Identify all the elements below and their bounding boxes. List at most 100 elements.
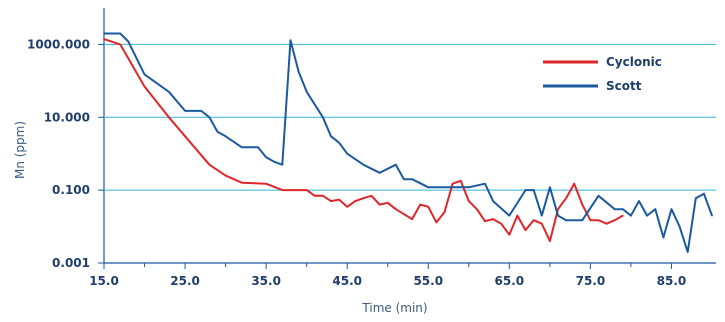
data-point bbox=[646, 214, 648, 217]
data-point bbox=[338, 198, 340, 201]
x-tick-label: 45.0 bbox=[332, 274, 362, 288]
data-point bbox=[362, 163, 365, 166]
data-point bbox=[168, 116, 170, 119]
data-point bbox=[492, 218, 494, 220]
data-point bbox=[273, 161, 276, 163]
data-point bbox=[622, 208, 624, 210]
data-point bbox=[330, 200, 332, 202]
data-point bbox=[524, 189, 527, 191]
x-tick-label: 25.0 bbox=[170, 274, 200, 288]
data-point bbox=[184, 110, 186, 112]
data-point bbox=[403, 178, 405, 180]
data-point bbox=[654, 208, 657, 210]
data-point bbox=[330, 135, 332, 138]
data-point bbox=[241, 181, 243, 184]
data-point bbox=[224, 135, 227, 138]
data-point bbox=[516, 214, 519, 217]
data-point bbox=[354, 200, 357, 202]
data-point bbox=[443, 211, 446, 213]
data-point bbox=[127, 40, 130, 43]
data-point bbox=[119, 43, 121, 46]
x-tick-label: 65.0 bbox=[495, 274, 525, 288]
data-point bbox=[143, 85, 146, 88]
data-point bbox=[508, 214, 511, 217]
data-point bbox=[468, 186, 470, 189]
data-point bbox=[549, 240, 551, 242]
data-point bbox=[589, 219, 592, 221]
data-point bbox=[386, 202, 389, 204]
data-point bbox=[484, 182, 486, 185]
data-point bbox=[524, 229, 527, 231]
data-point bbox=[532, 219, 535, 221]
data-point bbox=[419, 203, 422, 206]
data-point bbox=[395, 163, 397, 166]
data-point bbox=[208, 116, 211, 119]
y-tick-label: 0.001 bbox=[52, 256, 90, 270]
data-point bbox=[305, 189, 308, 191]
data-point bbox=[541, 214, 543, 217]
y-tick-label: 0.100 bbox=[52, 183, 90, 197]
y-tick-labels: 0.001 0.100 10.000 1000.000 bbox=[27, 37, 90, 270]
x-tick-label: 15.0 bbox=[89, 274, 119, 288]
x-tick-labels: 15.0 25.0 35.0 45.0 55.0 65.0 75.0 85.0 bbox=[89, 263, 686, 288]
series-scott bbox=[103, 32, 713, 253]
data-point bbox=[622, 214, 624, 217]
data-point bbox=[613, 219, 616, 221]
x-tick-label: 55.0 bbox=[413, 274, 443, 288]
data-point bbox=[451, 186, 454, 189]
data-point bbox=[557, 214, 559, 217]
data-point bbox=[168, 91, 170, 93]
data-point bbox=[184, 135, 186, 138]
data-point bbox=[427, 206, 430, 208]
data-point bbox=[103, 32, 105, 35]
data-point bbox=[289, 39, 292, 42]
data-point bbox=[378, 203, 381, 206]
x-tick-label: 35.0 bbox=[251, 274, 281, 288]
data-point bbox=[451, 182, 454, 185]
data-point bbox=[711, 214, 713, 217]
data-point bbox=[613, 208, 616, 210]
data-point bbox=[662, 236, 665, 239]
data-point bbox=[541, 222, 543, 225]
series-cyclonic bbox=[103, 38, 624, 243]
data-point bbox=[119, 32, 121, 35]
data-point bbox=[314, 195, 316, 197]
data-point bbox=[686, 251, 689, 253]
data-point bbox=[224, 174, 227, 177]
data-point bbox=[476, 208, 478, 210]
data-point bbox=[241, 146, 243, 149]
data-point bbox=[435, 186, 438, 189]
gridlines bbox=[98, 43, 716, 264]
data-point bbox=[459, 180, 462, 182]
data-point bbox=[395, 208, 397, 210]
data-point bbox=[597, 195, 600, 197]
data-point bbox=[703, 192, 705, 195]
x-axis-label: Time (min) bbox=[361, 301, 427, 315]
data-point bbox=[605, 222, 608, 225]
series-line bbox=[103, 38, 624, 243]
data-point bbox=[208, 163, 211, 166]
data-point bbox=[378, 172, 381, 174]
data-point bbox=[362, 197, 365, 199]
data-point bbox=[581, 203, 584, 206]
data-point bbox=[500, 222, 503, 225]
y-tick-label: 10.000 bbox=[44, 110, 90, 124]
data-point bbox=[322, 116, 324, 119]
y-axis-label: Mn (ppm) bbox=[13, 121, 27, 179]
data-point bbox=[143, 73, 146, 76]
data-point bbox=[532, 189, 535, 191]
data-point bbox=[281, 163, 284, 166]
data-point bbox=[297, 70, 300, 73]
data-point bbox=[638, 200, 640, 202]
data-point bbox=[370, 195, 373, 197]
data-point bbox=[581, 219, 584, 221]
data-point bbox=[305, 91, 308, 93]
data-point bbox=[257, 146, 259, 149]
data-point bbox=[597, 219, 600, 221]
x-tick-label: 85.0 bbox=[657, 274, 687, 288]
data-point bbox=[670, 208, 673, 210]
data-point bbox=[508, 233, 511, 236]
data-point bbox=[565, 197, 567, 199]
data-point bbox=[557, 208, 559, 210]
